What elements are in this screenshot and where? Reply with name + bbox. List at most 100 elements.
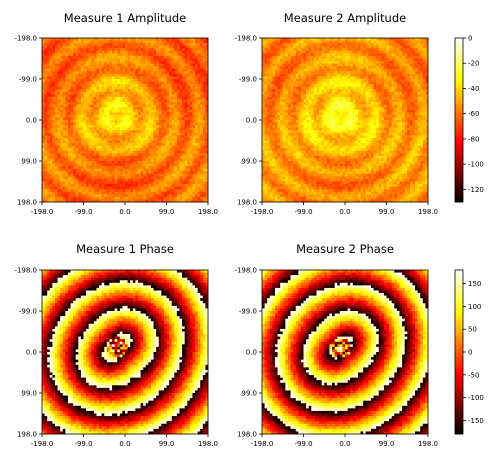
heatmap-cell <box>75 137 79 141</box>
heatmap-cell <box>308 71 312 75</box>
heatmap-cell <box>127 76 131 80</box>
heatmap-cell <box>329 66 333 70</box>
heatmap-cell <box>80 102 84 105</box>
heatmap-cell <box>163 55 167 59</box>
heatmap-cell <box>101 50 105 54</box>
heatmap-cell <box>80 104 84 108</box>
heatmap-cell <box>422 38 426 41</box>
heatmap-cell <box>122 130 126 134</box>
heatmap-cell <box>202 61 206 64</box>
heatmap-cell <box>290 55 294 59</box>
heatmap-cell <box>137 199 141 203</box>
heatmap-cell <box>140 127 144 131</box>
heatmap-cell <box>176 66 180 70</box>
heatmap-cell <box>117 63 121 67</box>
heatmap-cell <box>99 109 102 113</box>
heatmap-cell <box>187 109 191 113</box>
heatmap-cell <box>277 48 281 52</box>
heatmap-cell <box>156 91 160 95</box>
heatmap-cell <box>347 45 351 49</box>
heatmap-cell <box>195 127 198 131</box>
heatmap-cell <box>91 99 95 103</box>
heatmap-cell <box>67 55 71 59</box>
heatmap-cell <box>143 48 147 52</box>
heatmap-cell <box>321 53 325 57</box>
heatmap-cell <box>57 120 61 123</box>
heatmap-cell <box>106 61 110 64</box>
heatmap-cell <box>150 171 154 175</box>
heatmap-cell <box>158 148 162 152</box>
heatmap-cell <box>44 71 48 75</box>
heatmap-cell <box>67 135 71 139</box>
heatmap-cell <box>205 148 209 152</box>
heatmap-cell <box>112 99 115 103</box>
heatmap-cell <box>158 48 162 52</box>
heatmap-cell <box>44 120 48 123</box>
heatmap-cell <box>78 99 82 103</box>
heatmap-cell <box>114 189 118 193</box>
heatmap-cell <box>132 135 136 139</box>
heatmap-cell <box>73 181 77 185</box>
heatmap-cell <box>285 58 289 62</box>
heatmap-cell <box>355 38 359 41</box>
heatmap-cell <box>119 127 123 131</box>
heatmap-cell <box>49 178 53 182</box>
heatmap-cell <box>96 89 100 93</box>
heatmap-cell <box>106 40 110 44</box>
heatmap-cell <box>80 114 84 118</box>
heatmap-cell <box>49 130 53 134</box>
heatmap-cell <box>104 61 108 64</box>
heatmap-cell <box>67 150 71 154</box>
heatmap-cell <box>83 184 87 187</box>
heatmap-cell <box>189 168 193 172</box>
heatmap-cell <box>127 48 131 52</box>
heatmap-cell <box>425 40 429 44</box>
heatmap-cell <box>49 66 53 70</box>
heatmap-cell <box>176 107 180 111</box>
heatmap-cell <box>153 61 157 64</box>
heatmap-cell <box>189 45 193 49</box>
heatmap-cell <box>119 53 123 57</box>
heatmap-cell <box>148 91 152 95</box>
heatmap-cell <box>189 58 193 62</box>
heatmap-cell <box>54 81 58 85</box>
heatmap-cell <box>101 104 105 108</box>
heatmap-cell <box>334 53 338 57</box>
heatmap-cell <box>192 140 196 144</box>
heatmap-cell <box>158 140 162 144</box>
heatmap-cell <box>140 104 144 108</box>
heatmap-cell <box>399 53 403 57</box>
heatmap-cell <box>182 109 185 113</box>
heatmap-cell <box>163 61 167 64</box>
heatmap-cell <box>150 63 154 67</box>
heatmap-cell <box>70 79 74 82</box>
heatmap-cell <box>321 48 325 52</box>
heatmap-cell <box>148 117 152 121</box>
heatmap-cell <box>179 166 183 170</box>
heatmap-cell <box>150 132 154 136</box>
heatmap-cell <box>75 73 79 77</box>
heatmap-cell <box>109 178 113 182</box>
heatmap-cell <box>73 140 77 144</box>
heatmap-cell <box>78 66 82 70</box>
heatmap-cell <box>42 145 45 149</box>
heatmap-cell <box>347 53 351 57</box>
heatmap-cell <box>101 61 105 64</box>
heatmap-cell <box>280 63 284 67</box>
heatmap-cell <box>287 63 291 67</box>
heatmap-cell <box>169 148 173 152</box>
heatmap-cell <box>176 194 180 198</box>
heatmap-cell <box>171 55 175 59</box>
heatmap-cell <box>106 76 110 80</box>
heatmap-cell <box>127 148 131 152</box>
heatmap-cell <box>205 140 209 144</box>
heatmap-cell <box>145 104 149 108</box>
heatmap-cell <box>163 94 167 98</box>
heatmap-cell <box>409 50 413 54</box>
y-tick-label: 99.0 <box>21 158 37 166</box>
heatmap-cell <box>119 66 123 70</box>
heatmap-cell <box>334 68 338 72</box>
heatmap-cell <box>80 145 84 149</box>
heatmap-cell <box>137 122 141 126</box>
heatmap-cell <box>137 184 141 187</box>
